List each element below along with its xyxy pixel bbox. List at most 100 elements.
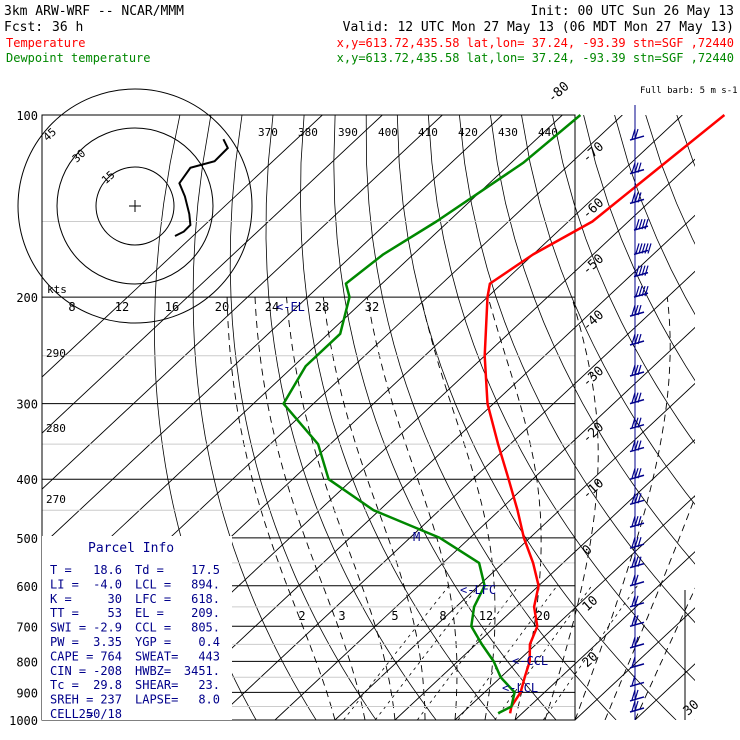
model-title: 3km ARW-WRF -- NCAR/MMM — [4, 4, 184, 19]
parcel-field-value: 29.8 — [93, 678, 122, 692]
wind-barb — [629, 562, 645, 569]
wind-barb — [629, 371, 645, 377]
wind-barb-flag — [631, 192, 636, 203]
wind-barb-flag — [635, 243, 640, 254]
mixing-ratio-label: 12 — [479, 609, 493, 623]
wind-barb-flag — [631, 615, 636, 626]
wind-barb-flag — [631, 675, 636, 686]
wind-barb-flag — [637, 440, 642, 451]
isotherm-line — [154, 214, 695, 720]
parcel-field-label: CIN = — [50, 664, 86, 678]
hodograph-speed-label: 12 — [115, 300, 129, 314]
wind-barb-flag — [631, 162, 636, 173]
isotherm-label: -70 — [580, 139, 607, 166]
parcel-field-value: -208 — [93, 664, 122, 678]
wind-barb-flag — [634, 556, 639, 567]
wind-barb-flag — [631, 537, 636, 548]
parcel-field-label: LAPSE= — [135, 693, 178, 707]
parcel-field-label: SWI = — [50, 621, 86, 635]
hodograph-trace — [174, 138, 230, 237]
wind-barb-flag — [631, 468, 636, 479]
pressure-label: 100 — [16, 109, 38, 123]
parcel-field-label: PW = — [50, 635, 79, 649]
parcel-field-value: 894. — [191, 577, 220, 591]
dry-adiabat — [583, 115, 695, 382]
isotherm-line — [394, 439, 695, 720]
hodograph-ring — [56, 127, 214, 285]
hodograph-speed-label: 28 — [315, 300, 329, 314]
wind-barb-flag — [638, 218, 643, 230]
theta-label: 380 — [298, 126, 318, 139]
init-time: Init: 00 UTC Sun 26 May 13 — [531, 4, 735, 19]
isotherm-line — [214, 270, 695, 720]
parcel-field-label: EL = — [135, 606, 164, 620]
isotherm-label: -80 — [545, 79, 572, 106]
mixing-ratio-label: 3 — [338, 609, 345, 623]
wind-barb-flag — [634, 364, 639, 376]
dry-adiabat — [676, 115, 695, 168]
parcel-field-label: TT = — [50, 606, 79, 620]
wind-barb-flag — [637, 304, 642, 316]
wind-barb-flag — [637, 333, 642, 345]
mixing-ratio-line — [343, 585, 450, 720]
parcel-field-label: SREH = — [50, 693, 93, 707]
wind-barb-flag — [634, 304, 639, 316]
wind-barb-flag — [641, 243, 646, 254]
wind-barb — [629, 543, 645, 549]
theta-side-label: 270 — [46, 493, 66, 506]
pressure-label: 900 — [16, 686, 38, 700]
wind-barb-flag — [631, 515, 636, 527]
level-marker: <-EL — [276, 300, 305, 314]
parcel-field-value: 3451. — [184, 664, 220, 678]
hodograph-speed-label: 20 — [215, 300, 229, 314]
mixing-ratio-line — [416, 585, 519, 720]
wind-barb-flag — [631, 574, 636, 585]
theta-label: 400 — [378, 126, 398, 139]
hodograph-speed-label: 32 — [365, 300, 379, 314]
parcel-field-value: 805. — [191, 621, 220, 635]
isotherm-line — [574, 607, 695, 720]
isotherm-label: -20 — [580, 420, 607, 447]
mixing-ratio-label: 2 — [298, 609, 305, 623]
wind-barb-flag — [631, 689, 636, 701]
theta-label: 370 — [258, 126, 278, 139]
valid-time: Valid: 12 UTC Mon 27 May 13 (06 MDT Mon … — [343, 20, 734, 35]
level-marker: M — [413, 530, 420, 544]
parcel-field-label: HWBZ= — [135, 664, 171, 678]
isotherm-label: -60 — [580, 195, 607, 222]
wind-barb-flag — [637, 493, 642, 504]
moist-adiabat — [254, 297, 366, 720]
wind-barb-flag — [631, 493, 636, 504]
dewpoint-profile — [282, 114, 582, 715]
wind-barb-flag — [631, 128, 636, 140]
wind-barb-flag — [634, 636, 639, 648]
isotherm-line — [694, 719, 695, 720]
parcel-field-value: 3.35 — [93, 635, 122, 649]
isotherm-line — [42, 115, 383, 434]
wind-barb-flag — [637, 392, 642, 403]
isotherm-line — [454, 495, 695, 720]
wind-barb — [629, 311, 645, 317]
wind-barb-flag — [641, 218, 646, 230]
wind-barb — [629, 168, 645, 175]
wind-barb-flag — [637, 192, 642, 203]
mixing-ratio-line — [457, 585, 558, 720]
moist-adiabat — [604, 495, 695, 720]
theta-label: 410 — [418, 126, 438, 139]
wind-barb-flag — [637, 162, 642, 173]
dry-adiabat — [521, 115, 695, 506]
wind-barb — [629, 663, 645, 669]
wind-barb-flag — [634, 574, 639, 585]
pressure-label: 700 — [16, 620, 38, 634]
wind-barb-flag — [634, 515, 639, 527]
fcst-label: Fcst: — [4, 20, 43, 35]
isotherm-line — [42, 115, 323, 378]
parcel-panel-bg — [42, 536, 232, 720]
wind-barb-flag — [634, 615, 639, 626]
wind-barb-flag — [631, 440, 636, 451]
wind-barb-flag — [634, 192, 639, 203]
wind-barb-flag — [638, 265, 643, 276]
dry-adiabat — [300, 115, 497, 720]
wind-barb — [629, 621, 645, 628]
wind-barb-flag — [638, 285, 643, 297]
